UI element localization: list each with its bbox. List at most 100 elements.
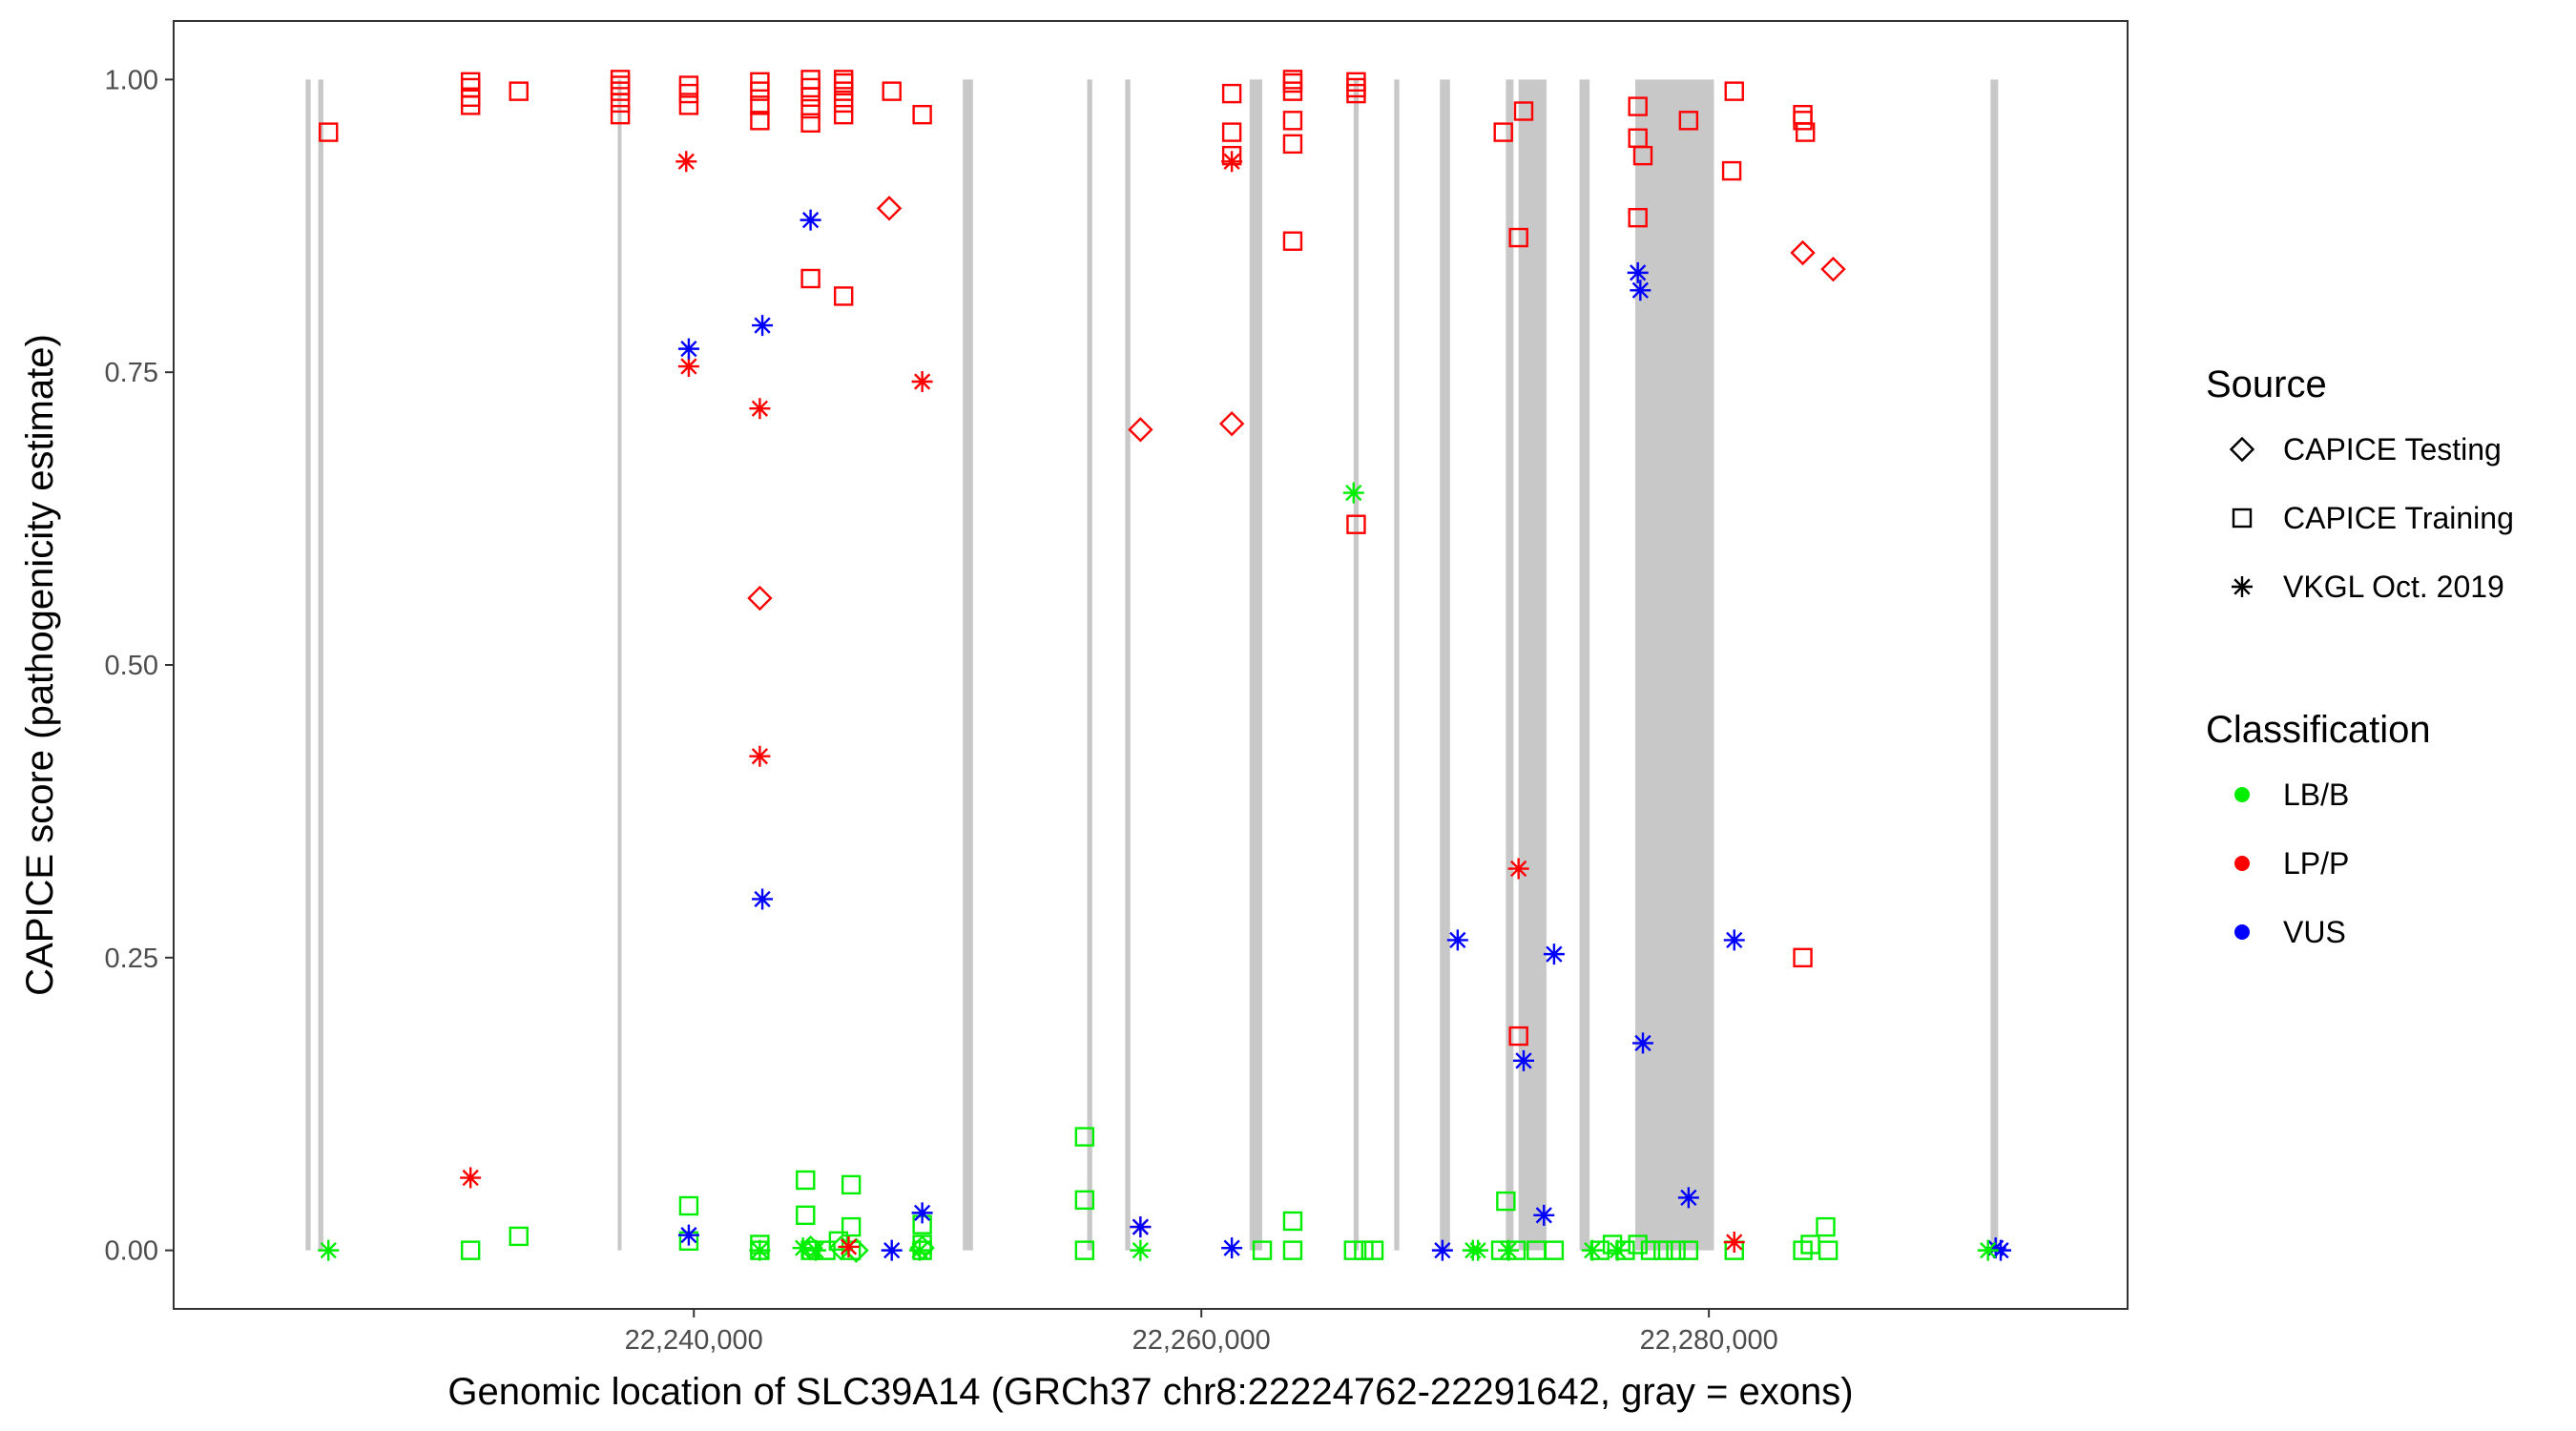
data-point <box>1678 111 1699 131</box>
data-point <box>1221 122 1242 142</box>
legend-source: Source CAPICE Testing CAPICE Training VKGL… <box>2206 363 2514 604</box>
data-point <box>750 72 770 93</box>
data-point <box>749 745 771 767</box>
data-point <box>876 196 903 221</box>
x-tick-label: 22,280,000 <box>1640 1325 1778 1356</box>
data-point <box>1221 1237 1243 1259</box>
exon-band-12 <box>1518 79 1547 1251</box>
y-tick-label: 0.00 <box>105 1236 158 1267</box>
exon-band-15 <box>1990 79 1999 1251</box>
data-point <box>1130 1216 1152 1238</box>
data-point <box>1628 1234 1648 1255</box>
data-point <box>796 1170 816 1191</box>
exon-band-1 <box>305 79 311 1251</box>
data-point <box>833 104 854 125</box>
data-point <box>1984 1237 2006 1259</box>
data-point <box>1721 160 1742 181</box>
legend-classification-label: LP/P <box>2283 846 2349 881</box>
data-point <box>1793 111 1813 131</box>
data-point <box>1628 207 1648 228</box>
data-point <box>1630 280 1652 301</box>
data-point <box>1467 1239 1489 1261</box>
data-point <box>677 356 699 378</box>
data-point <box>1074 1240 1095 1260</box>
data-point <box>677 338 699 360</box>
legend-classification-key <box>2234 787 2250 802</box>
data-point <box>1282 1211 1303 1232</box>
y-tick-label: 1.00 <box>105 65 158 95</box>
data-point <box>841 1174 862 1195</box>
data-point <box>1252 1240 1273 1260</box>
data-point <box>1431 1239 1453 1261</box>
data-point <box>1282 134 1303 155</box>
exon-band-11 <box>1506 79 1514 1251</box>
exon-band-4 <box>963 79 973 1251</box>
data-point <box>1218 410 1245 437</box>
data-point <box>1640 1240 1661 1260</box>
data-point <box>1820 256 1846 282</box>
data-point <box>749 398 771 420</box>
legend-classification-label: VUS <box>2283 915 2346 949</box>
data-point <box>610 70 631 90</box>
data-point <box>1512 1049 1534 1071</box>
data-point <box>800 98 821 119</box>
legend-source-key <box>2232 576 2253 597</box>
data-point <box>318 1239 340 1261</box>
data-point <box>1723 929 1745 951</box>
data-point <box>749 1239 771 1261</box>
data-point <box>677 1224 699 1246</box>
data-point <box>1508 1026 1528 1047</box>
data-point <box>1977 1239 1999 1261</box>
legend-source-label: CAPICE Training <box>2283 501 2514 535</box>
data-points <box>318 70 2012 1263</box>
data-point <box>1631 1032 1653 1054</box>
data-point <box>675 151 697 173</box>
exon-band-5 <box>1087 79 1092 1251</box>
data-point <box>912 104 932 125</box>
data-point <box>1513 101 1534 121</box>
data-point <box>319 122 339 142</box>
x-tick-label: 22,240,000 <box>625 1325 763 1356</box>
data-point <box>678 95 699 115</box>
data-point <box>1632 145 1653 166</box>
data-point <box>1544 1240 1565 1260</box>
data-point <box>1816 1216 1836 1237</box>
data-point <box>1677 1187 1699 1209</box>
data-point <box>750 95 770 115</box>
data-point <box>841 1216 862 1237</box>
data-point <box>1496 1191 1516 1212</box>
data-point <box>1074 1127 1095 1147</box>
data-point <box>833 93 854 114</box>
data-point <box>1533 1204 1555 1226</box>
data-point <box>800 70 821 90</box>
y-tick-label: 0.50 <box>105 651 158 681</box>
data-point <box>1723 1232 1745 1254</box>
data-point <box>800 113 821 133</box>
data-point <box>1221 83 1242 104</box>
legend-classification-label: LB/B <box>2283 778 2349 812</box>
data-point <box>833 286 854 306</box>
legend-source-title: Source <box>2206 363 2327 405</box>
legend-classification: Classification LB/B LP/P VUS <box>2206 709 2431 949</box>
data-point <box>678 75 699 95</box>
data-point <box>1343 1240 1363 1260</box>
data-point <box>1342 482 1364 504</box>
data-point <box>1508 227 1528 248</box>
exon-band-14 <box>1635 79 1714 1251</box>
legend-source-label: CAPICE Testing <box>2283 432 2502 467</box>
data-point <box>1446 929 1468 951</box>
exon-band-9 <box>1394 79 1400 1251</box>
data-point <box>460 72 481 93</box>
exon-band-6 <box>1125 79 1131 1251</box>
data-point <box>804 1239 826 1261</box>
legend-source-label: VKGL Oct. 2019 <box>2283 570 2504 604</box>
exon-band-13 <box>1579 79 1590 1251</box>
data-point <box>1793 947 1813 968</box>
data-point <box>908 1239 930 1261</box>
data-point <box>1724 81 1744 101</box>
data-point <box>1498 1239 1520 1261</box>
data-point <box>1627 261 1649 283</box>
y-axis-title: CAPICE score (pathogenicity estimate) <box>19 334 61 996</box>
